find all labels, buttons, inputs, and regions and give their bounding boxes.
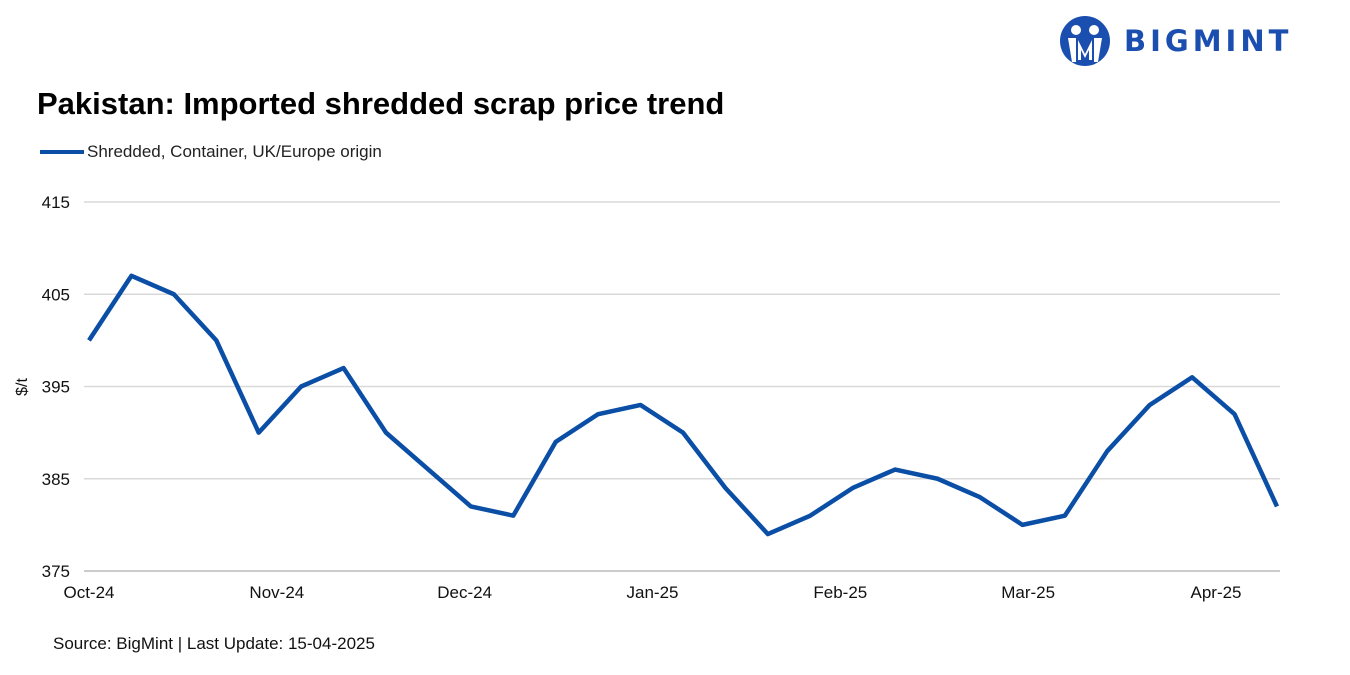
bigmint-logo: BIGMINT — [1058, 16, 1292, 66]
y-axis-label: $/t — [14, 378, 31, 396]
brand-name: BIGMINT — [1124, 24, 1293, 58]
bigmint-logo-icon — [1060, 16, 1110, 66]
source-note: Source: BigMint | Last Update: 15-04-202… — [53, 634, 375, 653]
series-line — [87, 273, 1280, 537]
legend-label: Shredded, Container, UK/Europe origin — [87, 142, 382, 161]
x-tick-label: Oct-24 — [63, 583, 114, 602]
legend-swatch — [40, 150, 84, 154]
x-tick-label: Apr-25 — [1190, 583, 1241, 602]
y-tick-label: 385 — [42, 470, 70, 489]
y-tick-label: 375 — [42, 562, 70, 581]
y-tick-label: 405 — [42, 285, 70, 304]
legend: Shredded, Container, UK/Europe origin — [40, 142, 382, 162]
x-tick-label: Jan-25 — [627, 583, 679, 602]
y-tick-label: 415 — [42, 193, 70, 212]
chart-title: Pakistan: Imported shredded scrap price … — [37, 86, 725, 121]
x-tick-label: Nov-24 — [249, 583, 304, 602]
x-tick-label: Feb-25 — [813, 583, 867, 602]
x-tick-label: Dec-24 — [437, 583, 492, 602]
x-tick-label: Mar-25 — [1001, 583, 1055, 602]
y-tick-label: 395 — [42, 378, 70, 397]
